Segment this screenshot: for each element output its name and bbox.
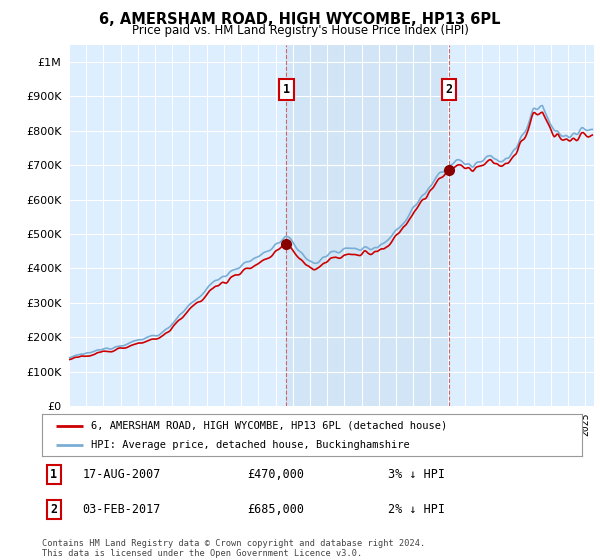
Text: 03-FEB-2017: 03-FEB-2017 [83,503,161,516]
Text: 2: 2 [50,503,57,516]
Text: HPI: Average price, detached house, Buckinghamshire: HPI: Average price, detached house, Buck… [91,440,409,450]
Bar [286,45,449,406]
Text: £470,000: £470,000 [247,468,304,481]
Text: 17-AUG-2007: 17-AUG-2007 [83,468,161,481]
Text: £685,000: £685,000 [247,503,304,516]
Text: 3% ↓ HPI: 3% ↓ HPI [388,468,445,481]
Text: Price paid vs. HM Land Registry's House Price Index (HPI): Price paid vs. HM Land Registry's House … [131,24,469,37]
Text: Contains HM Land Registry data © Crown copyright and database right 2024.
This d: Contains HM Land Registry data © Crown c… [42,539,425,558]
Text: 1: 1 [283,83,290,96]
Text: 2% ↓ HPI: 2% ↓ HPI [388,503,445,516]
Text: 6, AMERSHAM ROAD, HIGH WYCOMBE, HP13 6PL: 6, AMERSHAM ROAD, HIGH WYCOMBE, HP13 6PL [99,12,501,27]
Text: 2: 2 [446,83,453,96]
Text: 6, AMERSHAM ROAD, HIGH WYCOMBE, HP13 6PL (detached house): 6, AMERSHAM ROAD, HIGH WYCOMBE, HP13 6PL… [91,421,447,431]
Text: 1: 1 [50,468,57,481]
